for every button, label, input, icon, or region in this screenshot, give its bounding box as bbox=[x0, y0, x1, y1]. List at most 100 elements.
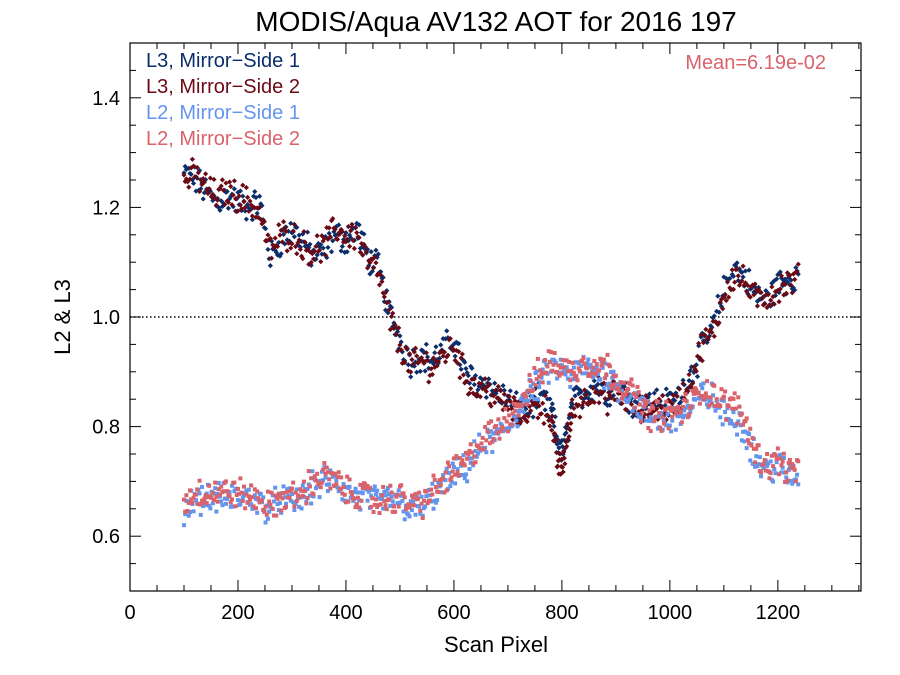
data-point bbox=[537, 385, 542, 390]
data-point bbox=[191, 495, 196, 500]
data-point bbox=[436, 480, 441, 485]
data-point bbox=[225, 496, 230, 501]
data-point bbox=[336, 470, 341, 475]
data-point bbox=[660, 392, 666, 399]
data-point bbox=[222, 496, 227, 501]
data-point bbox=[267, 263, 273, 269]
data-point bbox=[593, 371, 598, 376]
data-point bbox=[294, 224, 300, 230]
data-point bbox=[471, 461, 476, 466]
data-point bbox=[408, 503, 413, 508]
data-point bbox=[736, 419, 741, 424]
data-point bbox=[750, 461, 755, 466]
data-point bbox=[434, 356, 440, 363]
data-point bbox=[276, 508, 281, 513]
data-point bbox=[343, 230, 349, 236]
data-point bbox=[444, 466, 449, 471]
data-point bbox=[447, 470, 452, 475]
data-point bbox=[556, 445, 562, 451]
data-point bbox=[433, 485, 438, 490]
data-point bbox=[280, 231, 287, 238]
data-point bbox=[285, 489, 290, 494]
data-point bbox=[292, 508, 297, 513]
data-point bbox=[539, 371, 544, 376]
data-point bbox=[665, 406, 670, 411]
data-point bbox=[462, 359, 468, 365]
data-point bbox=[278, 251, 284, 257]
data-point bbox=[206, 186, 212, 192]
data-point bbox=[479, 441, 484, 446]
data-point bbox=[354, 230, 360, 236]
data-point bbox=[258, 492, 263, 497]
data-point bbox=[188, 171, 194, 177]
data-point bbox=[509, 422, 514, 427]
data-point bbox=[726, 417, 731, 422]
data-point bbox=[335, 474, 340, 479]
data-point bbox=[181, 497, 186, 502]
data-point bbox=[396, 504, 401, 509]
data-point bbox=[792, 467, 797, 472]
data-point bbox=[299, 506, 304, 511]
data-point bbox=[600, 389, 606, 395]
data-point bbox=[424, 489, 429, 494]
data-point bbox=[629, 377, 634, 382]
data-point bbox=[342, 492, 347, 497]
data-point bbox=[460, 472, 465, 477]
data-point bbox=[528, 408, 534, 414]
data-point bbox=[779, 470, 784, 475]
data-point bbox=[472, 439, 477, 444]
data-point bbox=[560, 469, 566, 475]
data-point bbox=[669, 400, 675, 407]
data-point bbox=[766, 469, 771, 474]
data-point bbox=[447, 464, 452, 469]
data-point bbox=[535, 415, 541, 421]
data-point bbox=[197, 491, 202, 496]
data-point bbox=[778, 456, 783, 461]
data-point bbox=[253, 214, 259, 220]
data-point bbox=[582, 361, 587, 366]
data-point bbox=[255, 489, 260, 494]
data-point bbox=[250, 495, 255, 500]
data-point bbox=[332, 226, 338, 232]
data-point bbox=[275, 496, 280, 501]
data-point bbox=[636, 390, 641, 395]
data-point bbox=[554, 441, 560, 447]
data-point bbox=[571, 405, 577, 411]
data-point bbox=[362, 244, 368, 250]
data-point bbox=[482, 376, 488, 382]
data-point bbox=[334, 478, 339, 483]
data-point bbox=[430, 355, 437, 361]
data-point bbox=[515, 424, 520, 429]
data-point bbox=[277, 501, 282, 506]
data-point bbox=[283, 501, 288, 506]
data-point bbox=[241, 493, 246, 498]
data-point bbox=[346, 243, 353, 249]
x-tick-label: 800 bbox=[545, 602, 578, 624]
data-point bbox=[431, 473, 436, 478]
data-point bbox=[435, 498, 440, 503]
data-point bbox=[243, 184, 249, 191]
data-point bbox=[228, 504, 233, 509]
data-point bbox=[375, 488, 380, 493]
data-point bbox=[576, 361, 581, 366]
data-point bbox=[640, 414, 647, 421]
data-point bbox=[762, 301, 768, 307]
data-point bbox=[756, 462, 761, 467]
data-point bbox=[349, 221, 355, 227]
data-point bbox=[723, 275, 729, 281]
data-point bbox=[233, 504, 238, 509]
data-point bbox=[604, 372, 609, 377]
data-point bbox=[610, 386, 615, 391]
data-point bbox=[575, 378, 580, 383]
data-point bbox=[417, 368, 423, 374]
data-point bbox=[679, 420, 684, 425]
data-point bbox=[401, 491, 406, 496]
data-point bbox=[294, 251, 300, 257]
data-point bbox=[745, 438, 750, 443]
data-point bbox=[338, 226, 344, 233]
data-point bbox=[586, 391, 593, 397]
data-point bbox=[241, 199, 247, 205]
data-point bbox=[287, 486, 292, 491]
data-point bbox=[237, 188, 243, 194]
data-point bbox=[751, 446, 756, 451]
